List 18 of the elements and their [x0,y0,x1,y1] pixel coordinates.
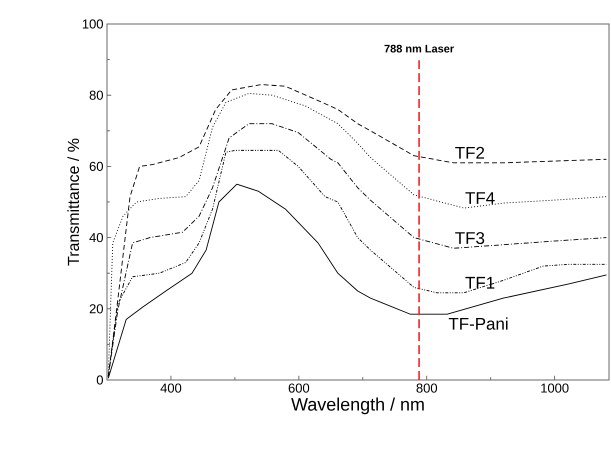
x-tick-label: 1000 [541,384,569,393]
series-label: TF1 [465,276,494,289]
y-tick-label: 80 [90,90,103,100]
series-label: TF2 [455,146,484,159]
y-tick-label: 60 [90,162,103,171]
series-label: TF3 [455,232,484,244]
y-tick-label: 40 [89,233,103,242]
y-tick-label: 100 [82,19,103,29]
y-tick-label: 0 [96,375,103,385]
series-label: TF-Pani [448,317,508,330]
x-tick-label: 600 [288,384,310,393]
y-tick-label: 20 [90,304,103,314]
x-axis-title: Wavelength / nm [291,398,424,414]
y-axis-title: Transmittance / % [67,138,80,266]
x-tick-label: 400 [160,384,182,393]
x-tick-label: 800 [416,384,438,393]
series-label: TF4 [465,192,495,204]
ref-line-label: 788 nm Laser [384,44,454,53]
